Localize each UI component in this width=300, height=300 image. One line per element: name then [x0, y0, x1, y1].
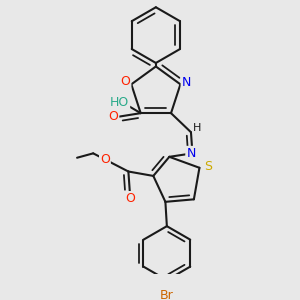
Text: O: O	[109, 110, 118, 123]
Text: O: O	[125, 192, 135, 205]
Text: H: H	[193, 123, 202, 133]
Text: O: O	[100, 153, 110, 166]
Text: N: N	[186, 147, 196, 160]
Text: Br: Br	[160, 289, 174, 300]
Text: S: S	[204, 160, 212, 173]
Text: HO: HO	[110, 95, 129, 109]
Text: N: N	[182, 76, 191, 89]
Text: O: O	[121, 76, 130, 88]
